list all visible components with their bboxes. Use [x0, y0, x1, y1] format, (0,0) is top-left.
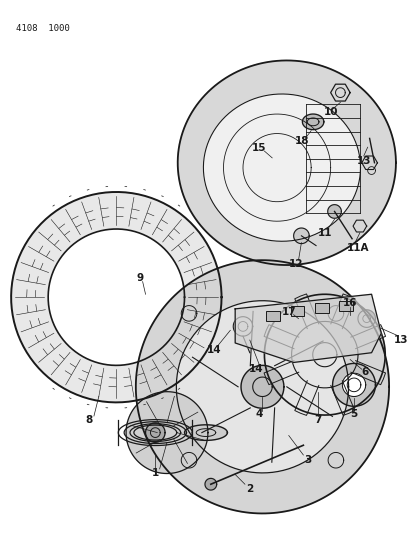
Polygon shape: [333, 364, 375, 406]
Polygon shape: [136, 260, 389, 513]
Text: 13: 13: [357, 156, 371, 166]
Polygon shape: [302, 114, 324, 130]
Text: 9: 9: [136, 273, 143, 282]
Text: 11: 11: [317, 228, 332, 238]
Text: 2: 2: [246, 484, 253, 494]
Text: 12: 12: [288, 259, 303, 269]
Bar: [315, 303, 329, 313]
Text: 14: 14: [249, 364, 264, 374]
Text: 7: 7: [314, 415, 322, 425]
Polygon shape: [292, 321, 358, 388]
Polygon shape: [233, 317, 253, 336]
Polygon shape: [204, 94, 361, 241]
Text: 3: 3: [305, 455, 312, 465]
Text: 10: 10: [324, 107, 338, 117]
Polygon shape: [48, 229, 184, 366]
Text: 5: 5: [350, 409, 358, 419]
Polygon shape: [176, 301, 348, 473]
Text: 1: 1: [152, 467, 159, 478]
Text: 11A: 11A: [347, 244, 369, 254]
Bar: [266, 311, 280, 320]
Text: 18: 18: [295, 136, 310, 147]
Text: 17: 17: [282, 307, 296, 317]
Text: 15: 15: [252, 143, 267, 153]
Polygon shape: [235, 294, 381, 362]
Text: 4: 4: [256, 409, 263, 419]
Polygon shape: [241, 366, 284, 408]
Polygon shape: [146, 423, 165, 442]
Text: 4108  1000: 4108 1000: [16, 25, 70, 34]
Text: 16: 16: [343, 298, 357, 308]
Polygon shape: [205, 479, 217, 490]
Text: 6: 6: [361, 367, 368, 377]
Polygon shape: [11, 192, 222, 402]
Polygon shape: [358, 310, 375, 327]
Bar: [291, 306, 304, 316]
Text: 14: 14: [206, 345, 221, 355]
Polygon shape: [342, 373, 366, 397]
Text: 8: 8: [85, 415, 93, 425]
Polygon shape: [264, 294, 385, 415]
Polygon shape: [184, 425, 227, 440]
Polygon shape: [126, 392, 208, 473]
Polygon shape: [328, 205, 341, 219]
Text: 13: 13: [394, 335, 408, 345]
Polygon shape: [178, 60, 396, 265]
Polygon shape: [294, 228, 309, 244]
Bar: [339, 301, 353, 311]
